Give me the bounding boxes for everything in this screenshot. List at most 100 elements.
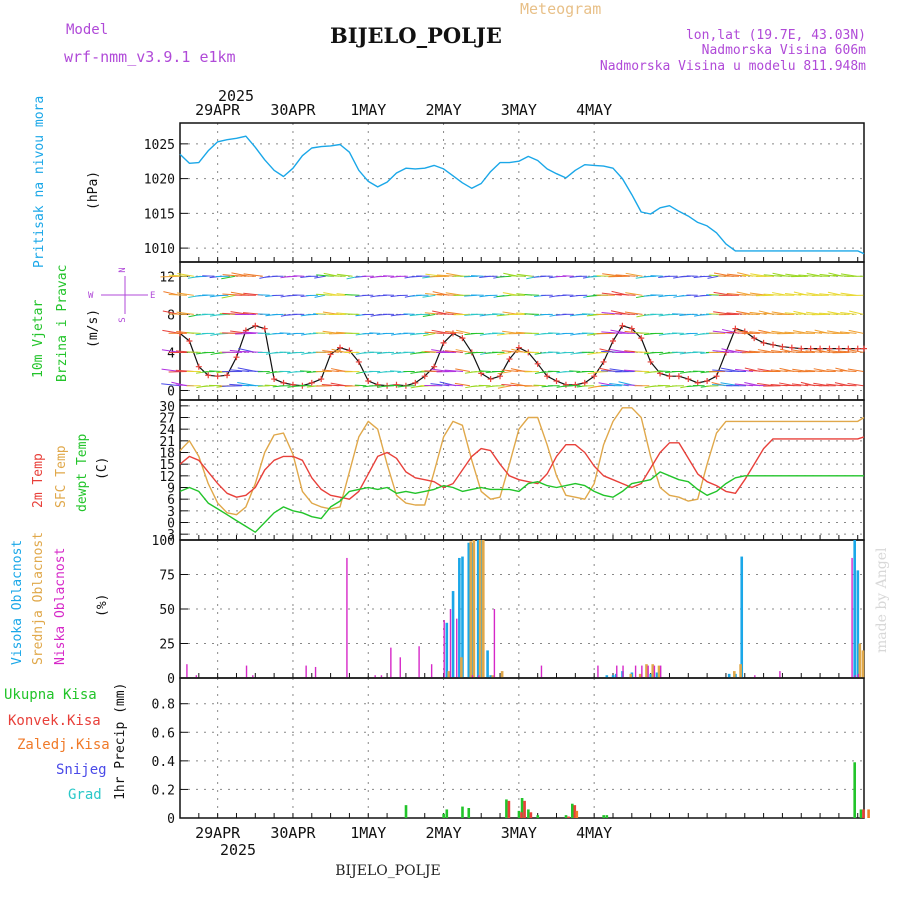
compass-south: S bbox=[118, 317, 128, 322]
high-cloud-bar bbox=[476, 540, 480, 678]
date-label-bottom: 30APR bbox=[270, 824, 316, 842]
wind-arrow bbox=[436, 274, 457, 277]
wind-speed-marker bbox=[534, 360, 541, 367]
wind-arrow bbox=[390, 370, 401, 372]
low-cloud-bar bbox=[647, 665, 649, 678]
y-tick-label: 100 bbox=[152, 534, 175, 549]
wind-speed-marker bbox=[704, 377, 711, 384]
frz-precip-bar bbox=[867, 809, 870, 818]
wind-speed-line bbox=[179, 325, 864, 387]
wind-arrow bbox=[706, 385, 719, 387]
wind-arrow bbox=[720, 382, 740, 387]
date-label-top: 3MAY bbox=[501, 101, 537, 119]
wind-arrow bbox=[615, 313, 636, 315]
wind-arrow bbox=[478, 370, 491, 372]
wind-arrow bbox=[699, 294, 712, 297]
wind-speed-marker bbox=[186, 337, 193, 344]
wind-arrow bbox=[354, 384, 367, 387]
wind-arrow bbox=[749, 311, 767, 315]
wind-arrow bbox=[609, 383, 629, 387]
wind-speed-marker bbox=[647, 358, 654, 365]
high-cloud-bar bbox=[649, 673, 653, 678]
total-precip-bar bbox=[520, 798, 524, 818]
wind-speed-marker bbox=[572, 381, 579, 388]
wind-arrow bbox=[771, 330, 788, 334]
wind-arrow bbox=[840, 311, 857, 315]
wind-arrow bbox=[502, 330, 519, 334]
wind-arrow bbox=[257, 385, 270, 387]
frz-precip-bar bbox=[575, 810, 579, 818]
wind-arrow bbox=[497, 351, 512, 355]
wind-arrow bbox=[168, 293, 187, 296]
high-cloud-bar bbox=[451, 591, 455, 678]
legend-conv-precip: Konvek.Kisa bbox=[8, 713, 101, 729]
date-labels-top: 29APR 30APR 1MAY 2MAY 3MAY 4MAY bbox=[195, 101, 612, 119]
low-cloud-bar bbox=[305, 665, 307, 678]
compass-west: W bbox=[88, 291, 94, 301]
wind-arrow bbox=[444, 384, 464, 387]
high-cloud-bar bbox=[611, 675, 615, 678]
wind-arrow bbox=[264, 384, 277, 387]
wind-speed-marker bbox=[845, 345, 852, 352]
model-name: wrf-nmm_v3.9.1 e1km bbox=[64, 48, 236, 66]
high-cloud-bar bbox=[461, 556, 464, 678]
y-tick-label: 15 bbox=[159, 458, 175, 473]
y-tick-label: 0.4 bbox=[152, 755, 176, 770]
wind-speed-marker bbox=[609, 337, 616, 344]
wind-speed-marker bbox=[544, 373, 551, 380]
wind-arrow bbox=[501, 384, 519, 387]
wind-arrow bbox=[430, 383, 450, 387]
low-cloud-bar bbox=[493, 609, 496, 678]
pressure-panel: 1010 1015 1020 1025 bbox=[144, 122, 865, 263]
pressure-unit-label: (hPa) bbox=[86, 171, 101, 210]
wind-arrow bbox=[508, 275, 526, 277]
wind-arrow bbox=[336, 273, 353, 277]
y-tick-label: 1015 bbox=[144, 207, 175, 222]
sfc-temp-line bbox=[179, 407, 865, 516]
wind-arrow bbox=[735, 349, 753, 353]
wind-arrow bbox=[555, 275, 567, 278]
high-cloud-bar bbox=[489, 675, 493, 678]
wind-arrow bbox=[672, 313, 684, 315]
mid-cloud-bar bbox=[629, 673, 633, 678]
wind-speed-marker bbox=[515, 344, 522, 351]
wind-arrow bbox=[624, 311, 643, 315]
wind-arrow bbox=[161, 349, 181, 353]
t2m-label: 2m Temp bbox=[31, 453, 46, 508]
wind-arrow bbox=[344, 294, 360, 296]
wind-speed-marker bbox=[732, 325, 739, 332]
wind-speed-marker bbox=[861, 345, 867, 352]
y-tick-label: 0 bbox=[167, 384, 175, 399]
y-tick-label: 0.8 bbox=[152, 698, 175, 713]
wind-arrow bbox=[516, 273, 533, 277]
date-label-top: 30APR bbox=[270, 101, 316, 119]
wind-arrow bbox=[455, 349, 471, 353]
wind-arrow bbox=[221, 294, 236, 299]
wind-arrow bbox=[712, 330, 733, 334]
high-cloud-bar bbox=[740, 556, 744, 678]
wind-arrow bbox=[444, 350, 464, 353]
wind-speed-marker bbox=[628, 325, 635, 332]
wind-arrow bbox=[369, 332, 381, 334]
wind-speed-marker bbox=[788, 344, 795, 351]
low-cloud-bar bbox=[418, 646, 420, 678]
wind-panel-label: 10m Vjetar bbox=[31, 300, 46, 378]
wind-arrow bbox=[423, 332, 436, 337]
low-cloud-bar bbox=[779, 671, 781, 678]
dewpt-label: dewpt Temp bbox=[75, 434, 90, 512]
wind-arrow bbox=[235, 275, 256, 277]
mid-cloud-bar bbox=[657, 665, 661, 678]
low-cloud-bar bbox=[616, 665, 618, 678]
wind-arrow bbox=[524, 385, 539, 387]
wind-arrow bbox=[524, 294, 539, 296]
conv-precip-bar bbox=[567, 816, 570, 818]
wind-arrow bbox=[569, 370, 581, 372]
y-tick-label: 50 bbox=[159, 603, 175, 618]
wind-arrow bbox=[202, 275, 215, 277]
wind-arrow bbox=[693, 351, 705, 353]
mid-cloud-label: Srednja Oblacnost bbox=[31, 532, 46, 665]
wind-arrow bbox=[464, 275, 477, 278]
wind-speed-marker bbox=[233, 354, 240, 361]
y-tick-label: 0.2 bbox=[152, 783, 175, 798]
